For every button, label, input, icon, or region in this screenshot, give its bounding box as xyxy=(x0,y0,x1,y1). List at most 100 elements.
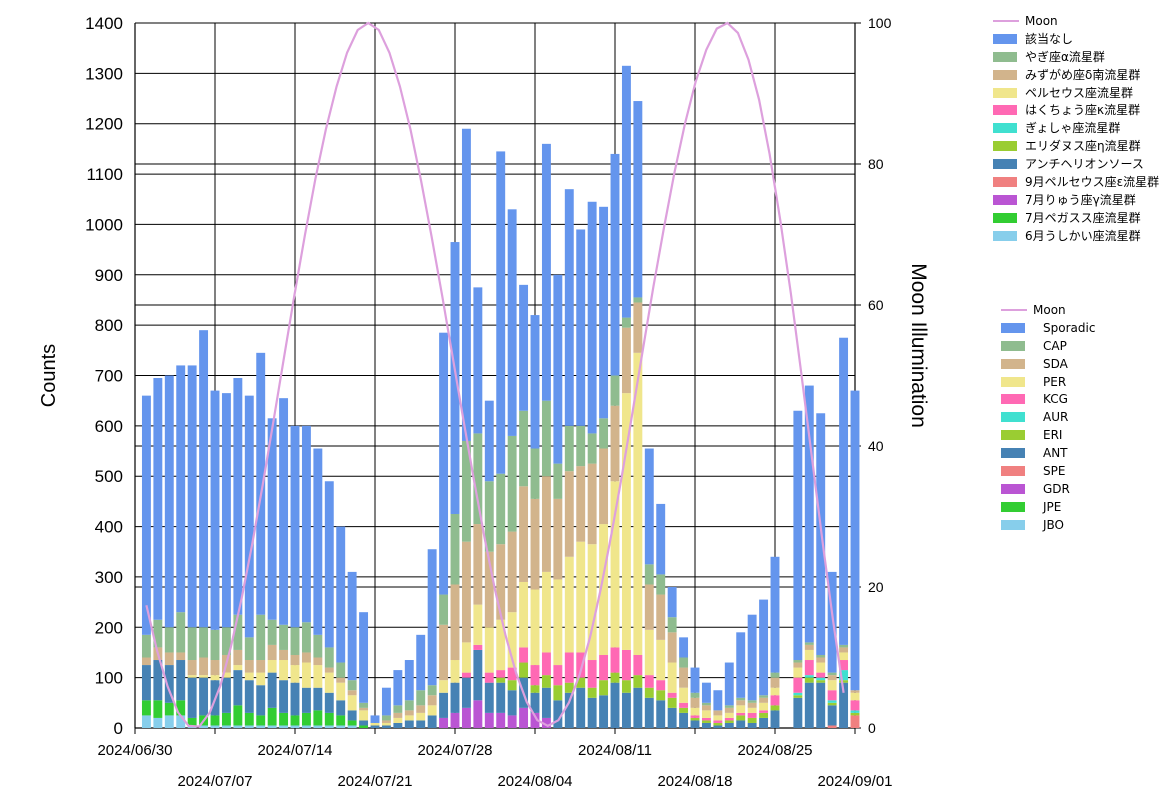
bar-segment-cap xyxy=(164,627,174,653)
bar-segment-eri xyxy=(701,720,711,723)
legend-label: ERI xyxy=(1043,428,1063,443)
bar-segment-cap xyxy=(610,375,620,406)
bar-segment-per xyxy=(256,672,266,686)
bar-segment-cap xyxy=(267,619,277,645)
bar-segment-ant xyxy=(267,672,277,708)
bar-segment-ant xyxy=(164,665,174,703)
bar-segment-jpe xyxy=(176,700,186,716)
bar-segment-ant xyxy=(839,682,849,728)
bar-segment-sda xyxy=(450,584,460,661)
bar-segment-ant xyxy=(587,697,597,728)
bar-segment-sporadic xyxy=(233,378,243,615)
bar-segment-sporadic xyxy=(587,201,597,434)
bar-segment-per xyxy=(816,662,826,673)
bar-segment-ant xyxy=(359,720,369,726)
bar-segment-kcg xyxy=(701,717,711,721)
y-tick-label: 1000 xyxy=(85,215,123,234)
bar-segment-sporadic xyxy=(267,418,277,620)
bar-segment-sporadic xyxy=(553,274,563,464)
bar-segment-sda xyxy=(496,544,506,620)
bar-segment-sda xyxy=(404,710,414,716)
bar-segment-ant xyxy=(633,687,643,728)
bar-segment-sda xyxy=(576,466,586,542)
bar-segment-aur xyxy=(827,700,837,703)
bar-segment-per xyxy=(370,722,380,726)
bar-segment-cap xyxy=(153,619,163,648)
bar-segment-ant xyxy=(599,695,609,728)
bar-segment-kcg xyxy=(690,715,700,718)
bar-segment-gdr xyxy=(473,700,483,728)
legend-item: ペルセウス座流星群 xyxy=(993,84,1159,102)
bar-segment-jbo xyxy=(199,725,209,728)
bar-segment-ant xyxy=(827,705,837,726)
bar-segment-sporadic xyxy=(713,690,723,711)
bar-segment-eri xyxy=(713,722,723,726)
bar-segment-cap xyxy=(439,594,449,625)
bar-segment-kcg xyxy=(724,717,734,721)
legend-label: CAP xyxy=(1043,338,1067,353)
bar-segment-kcg xyxy=(804,660,814,676)
bar-segment-per xyxy=(324,672,334,693)
bar-segment-cap xyxy=(679,657,689,668)
bar-segment-sporadic xyxy=(221,393,231,628)
bar-segment-eri xyxy=(656,690,666,701)
bar-segment-sda xyxy=(484,551,494,628)
bar-segment-kcg xyxy=(621,649,631,681)
bar-segment-ant xyxy=(724,722,734,728)
bar-segment-cap xyxy=(381,715,391,721)
bar-segment-jpe xyxy=(256,715,266,726)
bar-segment-ant xyxy=(610,682,620,728)
bar-segment-eri xyxy=(599,680,609,696)
bar-segment-jbo xyxy=(176,715,186,728)
bar-segment-sporadic xyxy=(564,189,574,426)
bar-segment-jpe xyxy=(336,715,346,726)
bar-segment-kcg xyxy=(587,660,597,688)
legend-item: KCG xyxy=(1001,390,1095,408)
bar-segment-per xyxy=(576,541,586,653)
bar-segment-jpe xyxy=(187,717,197,726)
bar-segment-kcg xyxy=(519,647,529,663)
bar-segment-per xyxy=(221,672,231,678)
bar-segment-sda xyxy=(530,498,540,590)
y-right-tick-label: 80 xyxy=(868,156,884,172)
bar-segment-cap xyxy=(279,624,289,650)
bar-segment-sda xyxy=(313,657,323,666)
legend-label: SDA xyxy=(1043,356,1068,371)
bar-segment-jpe xyxy=(267,707,277,726)
bar-segment-eri xyxy=(576,677,586,688)
y-axis-title: Counts xyxy=(38,344,60,407)
bar-segment-jbo xyxy=(153,717,163,728)
bar-segment-jbo xyxy=(324,725,334,728)
bar-segment-sporadic xyxy=(759,599,769,696)
bar-segment-per xyxy=(804,649,814,661)
bar-segment-ant xyxy=(804,682,814,728)
bar-segment-cap xyxy=(816,654,826,658)
bar-segment-cap xyxy=(507,435,517,532)
legend-swatch xyxy=(1001,340,1025,351)
bar-segment-ant xyxy=(553,700,563,728)
bar-segment-ant xyxy=(176,660,186,701)
y-tick-label: 500 xyxy=(95,467,123,486)
bar-segment-per xyxy=(644,629,654,676)
bar-segment-jbo xyxy=(256,725,266,728)
bar-segment-sporadic xyxy=(290,425,300,628)
legend-item: 該当なし xyxy=(993,30,1159,48)
bar-segment-aur xyxy=(804,675,814,678)
bar-segment-kcg xyxy=(541,652,551,676)
legend-item-moon: Moon xyxy=(1001,301,1095,319)
bar-segment-per xyxy=(770,687,780,696)
bar-segment-sporadic xyxy=(461,128,471,441)
bar-segment-sporadic xyxy=(679,637,689,658)
legend-item: 6月うしかい座流星群 xyxy=(993,227,1159,245)
bar-segment-eri xyxy=(553,685,563,701)
legend-swatch xyxy=(993,105,1017,116)
bar-segment-per xyxy=(279,660,289,681)
x-tick-label: 2024/08/18 xyxy=(657,773,732,790)
bar-segment-eri xyxy=(564,682,574,693)
bar-segment-sda xyxy=(267,644,277,661)
bar-segment-per xyxy=(564,556,574,653)
legend-item: GDR xyxy=(1001,480,1095,498)
bar-segment-cap xyxy=(450,513,460,585)
bar-segment-gdr xyxy=(519,707,529,728)
bar-segment-per xyxy=(839,652,849,661)
